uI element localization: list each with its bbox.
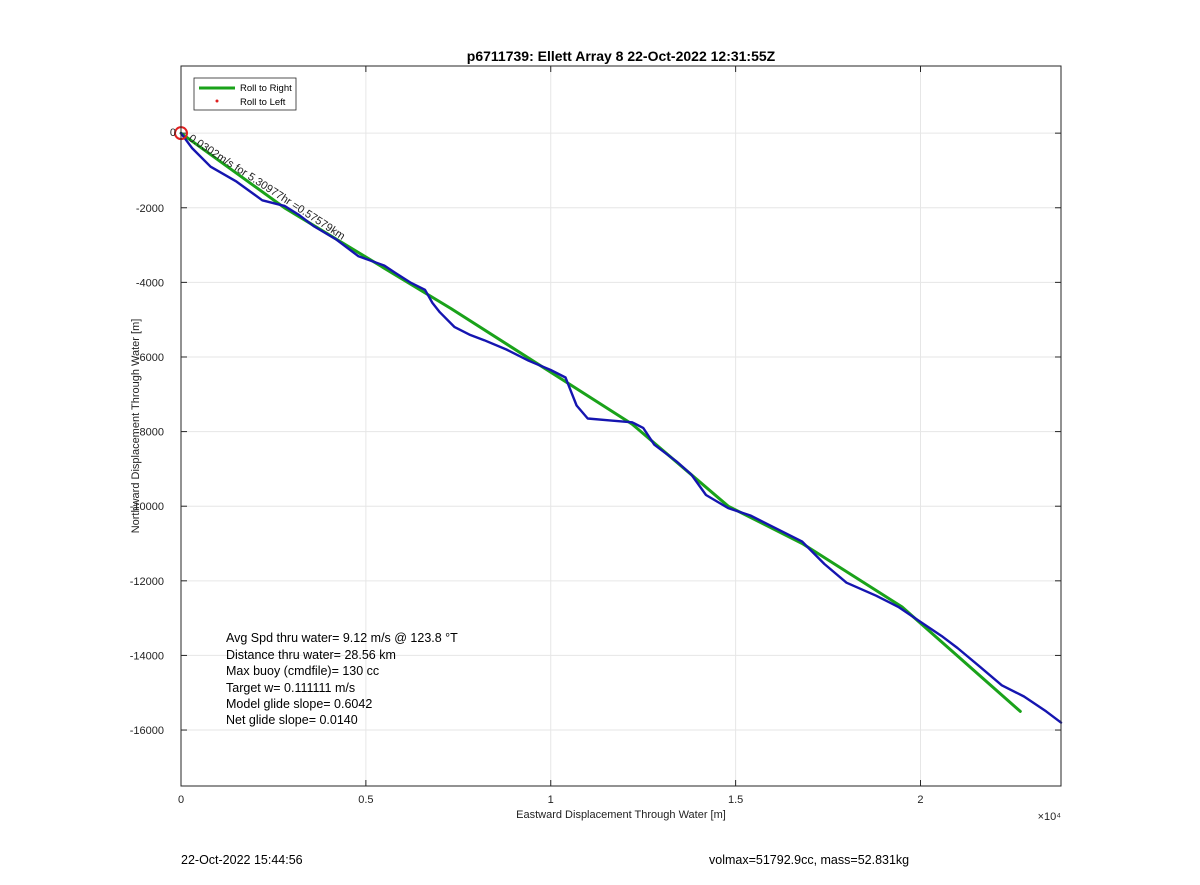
stat-avg-speed: Avg Spd thru water= 9.12 m/s @ 123.8 °T	[226, 631, 458, 645]
x-tick-label: 0	[178, 794, 184, 806]
stat-distance: Distance thru water= 28.56 km	[226, 648, 396, 662]
grid-lines	[180, 66, 1061, 786]
stat-max-buoy: Max buoy (cmdfile)= 130 cc	[226, 664, 379, 678]
x-tick-label: 1	[548, 794, 554, 806]
legend: Roll to Right Roll to Left	[193, 77, 297, 111]
chart-title: p6711739: Ellett Array 8 22-Oct-2022 12:…	[467, 48, 776, 64]
x-tick-label: 1.5	[728, 794, 743, 806]
y-tick-label: -2000	[136, 203, 164, 215]
footer-volmax-mass: volmax=51792.9cc, mass=52.831kg	[709, 853, 909, 867]
legend-entry-left: Roll to Left	[240, 97, 286, 108]
y-tick-labels: -16000 -14000 -12000 -10000 -8000 -6000 -4000 -…	[130, 203, 164, 737]
y-tick-label: -10000	[130, 501, 164, 513]
y-tick-label: -8000	[136, 427, 164, 439]
y-tick-label: -14000	[130, 650, 164, 662]
legend-box	[193, 77, 297, 111]
stat-model-glide: Model glide slope= 0.6042	[226, 697, 372, 711]
x-tick-label: 0.5	[358, 794, 373, 806]
legend-entry-right: Roll to Right	[240, 83, 292, 94]
y-tick-label: -16000	[130, 725, 164, 737]
footer-timestamp: 22-Oct-2022 15:44:56	[181, 853, 303, 867]
series-track-line	[179, 132, 1063, 724]
stat-target-w: Target w= 0.111111 m/s	[226, 681, 355, 695]
origin-label: 0	[170, 127, 176, 139]
legend-swatch-left	[215, 99, 219, 103]
plot-frame	[180, 65, 1062, 787]
y-tick-label: -12000	[130, 576, 164, 588]
stat-net-glide: Net glide slope= 0.0140	[226, 713, 358, 727]
plot-area	[181, 66, 1061, 786]
x-exponent-label: ×10⁴	[1038, 811, 1062, 823]
y-axis-label: Northward Displacement Through Water [m]	[130, 319, 142, 534]
x-axis-label: Eastward Displacement Through Water [m]	[516, 809, 726, 821]
x-tick-label: 2	[917, 794, 923, 806]
y-tick-label: -4000	[136, 277, 164, 289]
stats-block: Avg Spd thru water= 9.12 m/s @ 123.8 °T …	[226, 631, 458, 727]
y-tick-label: -6000	[136, 352, 164, 364]
x-tick-labels: 0 0.5 1 1.5 2	[178, 794, 924, 806]
